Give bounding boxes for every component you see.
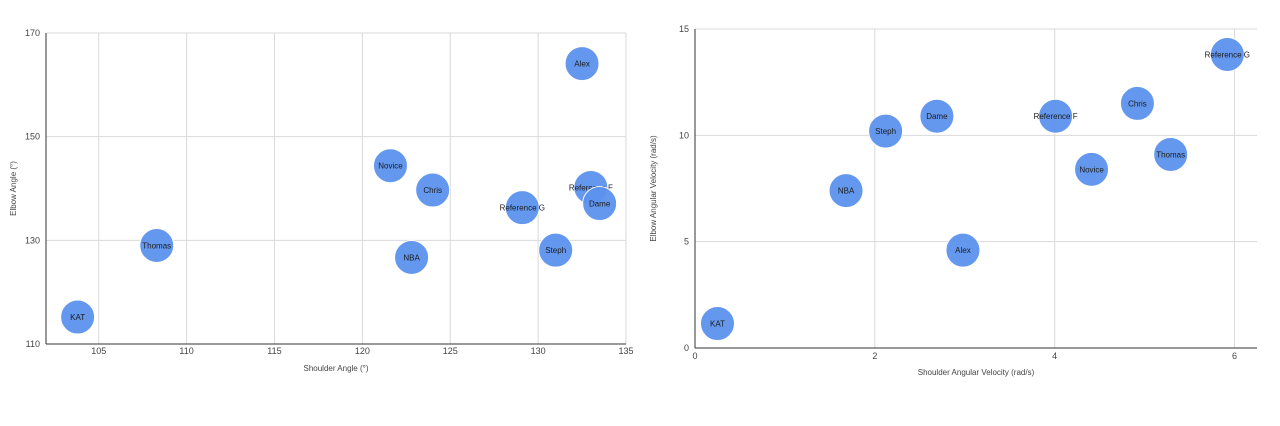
bubble-alex[interactable] [945, 232, 981, 268]
point-label-alex: Alex [574, 60, 590, 69]
bubble-kat[interactable] [60, 299, 96, 335]
point-alex[interactable]: Alex [564, 46, 600, 82]
bubble-alex[interactable] [564, 46, 600, 82]
bubble-steph[interactable] [868, 113, 904, 149]
point-label-nba: NBA [838, 187, 855, 196]
point-label-dame: Dame [926, 112, 948, 121]
point-dame[interactable]: Dame [582, 186, 618, 222]
point-label-dame: Dame [589, 200, 611, 209]
bubble-novice[interactable] [372, 148, 408, 184]
bubble-chris[interactable] [415, 172, 451, 208]
point-label-chris: Chris [1128, 99, 1147, 108]
point-reference-g[interactable]: Reference G [1205, 37, 1250, 73]
point-reference-f[interactable]: Reference F [1034, 98, 1078, 134]
point-chris[interactable]: Chris [415, 172, 451, 208]
bubble-nba[interactable] [394, 239, 430, 275]
point-label-reference-g: Reference G [1205, 51, 1250, 60]
bubble-nba[interactable] [828, 173, 864, 209]
point-label-thomas: Thomas [142, 242, 171, 251]
y-axis-title: Elbow Angular Velocity (rad/s) [649, 135, 658, 242]
point-nba[interactable]: NBA [828, 173, 864, 209]
y-tick-label: 0 [684, 343, 689, 353]
point-nba[interactable]: NBA [394, 239, 430, 275]
x-tick-label: 0 [692, 351, 697, 361]
point-label-nba: NBA [403, 253, 420, 262]
point-label-novice: Novice [1079, 165, 1104, 174]
point-label-steph: Steph [545, 246, 566, 255]
bubble-thomas[interactable] [1153, 136, 1189, 172]
y-tick-label: 5 [684, 237, 689, 247]
bubble-reference-f[interactable] [1038, 98, 1074, 134]
x-axis-title: Shoulder Angular Velocity (rad/s) [918, 368, 1035, 377]
y-tick-label: 110 [26, 339, 40, 349]
x-tick-label: 4 [1052, 351, 1057, 361]
x-tick-label: 125 [443, 346, 458, 356]
x-tick-label: 110 [179, 346, 193, 356]
point-label-reference-f: Reference F [569, 183, 613, 192]
point-kat[interactable]: KAT [699, 306, 735, 342]
x-axis-title: Shoulder Angle (°) [303, 364, 368, 373]
x-tick-label: 120 [355, 346, 370, 356]
y-tick-label: 130 [25, 235, 40, 245]
point-label-novice: Novice [378, 162, 403, 171]
bubble-chris[interactable] [1119, 85, 1155, 121]
bubble-steph[interactable] [538, 232, 574, 268]
x-tick-label: 135 [618, 346, 633, 356]
point-kat[interactable]: KAT [60, 299, 96, 335]
point-label-chris: Chris [423, 186, 442, 195]
point-steph[interactable]: Steph [538, 232, 574, 268]
point-label-reference-g: Reference G [500, 204, 545, 213]
point-dame[interactable]: Dame [919, 98, 955, 134]
x-tick-label: 115 [267, 346, 281, 356]
chart-2: 0 2 4 6 0 5 10 15 Shoulder Angular Velocity (rad… [649, 24, 1257, 377]
point-label-kat: KAT [70, 313, 85, 322]
x-tick-label: 2 [872, 351, 877, 361]
bubble-dame[interactable] [582, 186, 618, 222]
bubble-reference-g[interactable] [1209, 37, 1245, 73]
x-tick-label: 105 [91, 346, 106, 356]
point-label-steph: Steph [875, 127, 896, 136]
point-label-thomas: Thomas [1156, 150, 1185, 159]
bubble-reference-g[interactable] [504, 190, 540, 226]
chart-1: 105 110 115 120 125 130 135 110 130 150 170 Shoulde… [9, 28, 634, 373]
point-chris[interactable]: Chris [1119, 85, 1155, 121]
point-novice[interactable]: Novice [1074, 151, 1110, 187]
bubble-thomas[interactable] [139, 228, 175, 264]
point-label-reference-f: Reference F [1034, 112, 1078, 121]
bubble-dame[interactable] [919, 98, 955, 134]
point-thomas[interactable]: Thomas [139, 228, 175, 264]
point-alex[interactable]: Alex [945, 232, 981, 268]
y-tick-label: 170 [25, 28, 40, 38]
point-label-kat: KAT [710, 320, 725, 329]
y-axis-title: Elbow Angle (°) [9, 161, 18, 216]
x-tick-label: 130 [531, 346, 546, 356]
bubble-novice[interactable] [1074, 151, 1110, 187]
y-tick-label: 10 [679, 130, 689, 140]
point-steph[interactable]: Steph [868, 113, 904, 149]
point-thomas[interactable]: Thomas [1153, 136, 1189, 172]
point-novice[interactable]: Novice [372, 148, 408, 184]
point-label-alex: Alex [955, 246, 971, 255]
y-tick-label: 15 [679, 24, 689, 34]
point-reference-g[interactable]: Reference G [500, 190, 545, 226]
y-tick-label: 150 [25, 132, 40, 142]
bubble-kat[interactable] [699, 306, 735, 342]
x-tick-label: 6 [1232, 351, 1237, 361]
